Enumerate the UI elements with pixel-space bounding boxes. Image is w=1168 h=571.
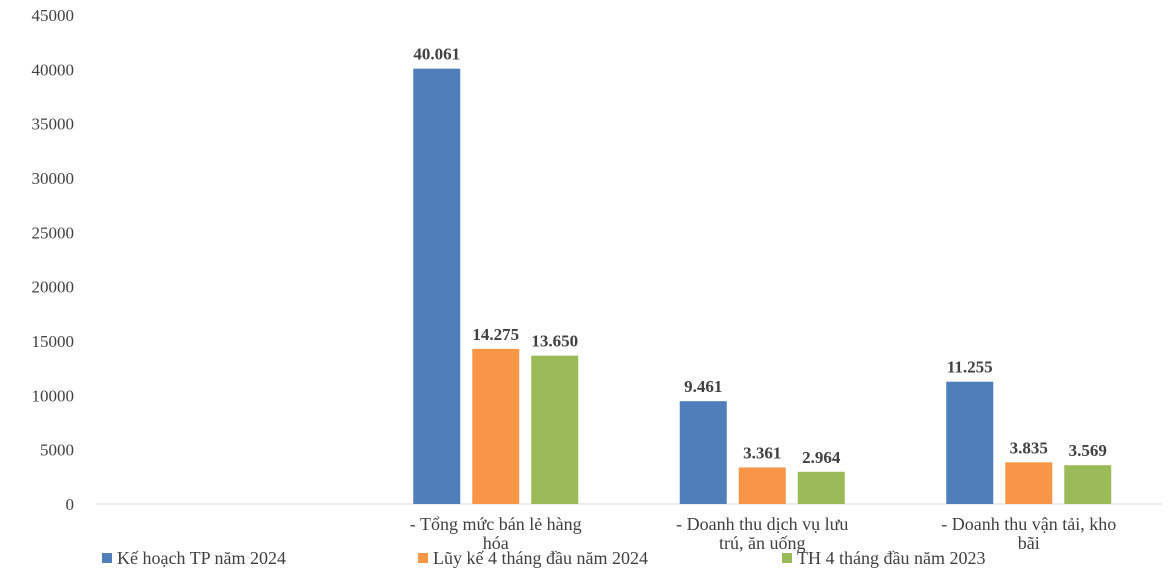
x-tick-label: - Tổng mức bán lẻ hàng	[410, 514, 582, 534]
y-axis-ticks: 0 5000 10000 15000 20000 25000 30000 35000 40000…	[32, 6, 75, 514]
bar	[679, 401, 727, 504]
y-tick-label: 15000	[32, 332, 75, 351]
bar	[413, 68, 461, 504]
x-tick-label: hóa	[483, 533, 509, 553]
data-label: 9.461	[684, 377, 722, 396]
legend-label: Lũy kế 4 tháng đầu năm 2024	[433, 548, 648, 568]
bar	[946, 381, 994, 504]
x-tick-label: - Doanh thu vận tải, kho	[941, 514, 1116, 534]
y-tick-label: 40000	[32, 60, 75, 79]
x-tick-label: bãi	[1018, 533, 1040, 553]
y-tick-label: 25000	[32, 223, 75, 242]
data-label: 14.275	[472, 325, 519, 344]
y-tick-label: 20000	[32, 278, 75, 297]
data-label: 13.650	[531, 332, 578, 351]
y-tick-label: 30000	[32, 169, 75, 188]
legend-label: TH 4 tháng đầu năm 2023	[797, 548, 985, 568]
y-tick-label: 45000	[32, 6, 75, 25]
data-label: 3.835	[1010, 438, 1048, 457]
bar	[472, 348, 520, 504]
data-labels-group: 40.061 9.461 11.255 14.275 3.361 3.835 13.650 2…	[413, 45, 1107, 467]
data-label: 2.964	[802, 448, 841, 467]
y-tick-label: 5000	[40, 441, 74, 460]
y-tick-label: 0	[66, 495, 75, 514]
legend: Kế hoạch TP năm 2024 Lũy kế 4 tháng đầu n…	[102, 548, 985, 568]
bar	[797, 471, 845, 504]
data-label: 3.569	[1069, 441, 1107, 460]
x-tick-label: - Doanh thu dịch vụ lưu	[676, 514, 848, 534]
data-label: 11.255	[947, 358, 993, 377]
data-label: 3.361	[743, 443, 781, 462]
legend-swatch	[418, 553, 428, 563]
bar	[1064, 465, 1112, 504]
bar-series-group	[413, 68, 1112, 504]
bar	[1005, 462, 1053, 504]
legend-swatch	[102, 553, 112, 563]
y-tick-label: 35000	[32, 115, 75, 134]
bar	[738, 467, 786, 504]
bar	[531, 355, 579, 504]
legend-swatch	[782, 553, 792, 563]
x-tick-label: trú, ăn uống	[719, 533, 805, 553]
y-tick-label: 10000	[32, 386, 75, 405]
legend-label: Kế hoạch TP năm 2024	[117, 548, 286, 568]
data-label: 40.061	[413, 45, 460, 64]
